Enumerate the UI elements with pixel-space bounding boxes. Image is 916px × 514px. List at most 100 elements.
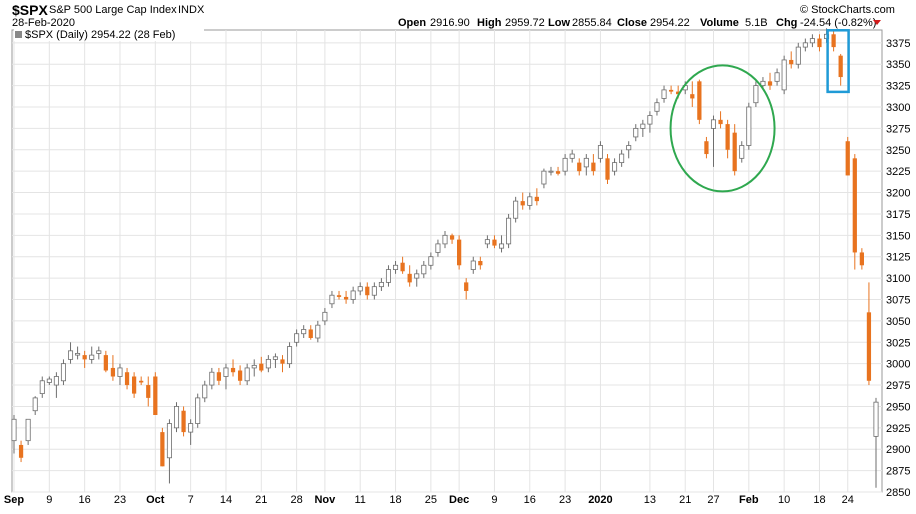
candle-body — [619, 153, 625, 164]
open-label: Open — [398, 17, 426, 29]
candle-body — [223, 367, 229, 377]
x-tick-label: Oct — [146, 494, 165, 506]
candle-body — [343, 296, 349, 300]
y-tick-label: 3300 — [886, 102, 910, 114]
candle-body — [746, 106, 752, 146]
candle-body — [697, 81, 702, 120]
candle-body — [831, 34, 836, 48]
chg-label: Chg — [776, 17, 797, 29]
candle-body — [350, 290, 356, 300]
candle-body — [75, 352, 81, 356]
y-tick-label: 3050 — [886, 316, 910, 328]
x-tick-label: Sep — [4, 494, 24, 506]
candle-body — [753, 85, 759, 104]
candle-body — [795, 46, 801, 65]
candle-body — [690, 94, 695, 99]
y-tick-label: 3200 — [886, 188, 910, 200]
y-tick-label: 3075 — [886, 295, 910, 307]
candle-body — [96, 350, 102, 354]
x-tick-label: 23 — [559, 494, 571, 506]
candle-body — [32, 397, 38, 412]
x-tick-label: 11 — [355, 494, 366, 506]
candle-body — [103, 355, 108, 371]
candle-body — [464, 282, 469, 291]
candle-body — [251, 364, 257, 369]
candle-body — [661, 89, 667, 99]
x-tick-label: 21 — [255, 494, 267, 506]
y-tick-label: 3350 — [886, 59, 910, 71]
candle-body — [195, 397, 201, 424]
candle-body — [68, 350, 74, 360]
x-tick-label: 7 — [188, 494, 194, 506]
y-tick-label: 2850 — [886, 487, 910, 499]
candle-body — [414, 273, 420, 279]
candle-body — [809, 38, 815, 44]
candle-body — [676, 91, 681, 95]
candle-body — [506, 217, 512, 245]
candle-body — [230, 367, 236, 373]
candle-body — [774, 72, 780, 82]
candle-body — [272, 356, 278, 360]
candle-body — [668, 89, 674, 92]
candle-body — [166, 423, 172, 459]
candle-body — [209, 371, 215, 386]
candle-body — [131, 376, 137, 394]
candle-body — [357, 286, 363, 292]
candle-body — [513, 200, 519, 219]
x-tick-label: 27 — [707, 494, 719, 506]
chart-date: 28-Feb-2020 — [12, 17, 75, 29]
exchange: INDX — [178, 4, 205, 16]
candle-body — [852, 158, 857, 253]
candle-body — [704, 141, 709, 155]
candle-body — [301, 329, 307, 335]
y-tick-label: 3225 — [886, 166, 910, 178]
y-tick-label: 2950 — [886, 401, 910, 413]
candle-body — [555, 171, 561, 174]
candle-body — [11, 418, 17, 442]
y-tick-label: 3125 — [886, 252, 910, 264]
candle-body — [428, 256, 434, 266]
candle-body — [534, 196, 539, 202]
x-tick-label: 16 — [524, 494, 536, 506]
candle-body — [153, 376, 158, 415]
candle-body — [265, 358, 271, 369]
candle-body — [789, 59, 794, 65]
plot-area — [11, 29, 883, 493]
candle-body — [577, 162, 582, 172]
chg-value: -24.54 (-0.82%) — [800, 17, 876, 29]
candle-body — [654, 102, 660, 112]
open-value: 2916.90 — [430, 17, 470, 29]
legend-text: $SPX (Daily) 2954.22 (28 Feb) — [25, 29, 175, 41]
candle-body — [541, 170, 547, 185]
candle-body — [378, 281, 384, 288]
candle-body — [329, 294, 335, 305]
high-value: 2959.72 — [505, 17, 545, 29]
legend-swatch-icon — [15, 31, 22, 38]
candle-body — [139, 380, 144, 383]
candle-body — [470, 260, 476, 270]
candle-body — [583, 157, 589, 168]
candle-body — [25, 418, 31, 442]
candle-body — [739, 145, 745, 159]
candle-body — [725, 124, 730, 150]
candle-body — [336, 295, 342, 297]
candle-body — [866, 312, 872, 381]
candle-body — [315, 324, 321, 339]
candle-body — [760, 80, 766, 87]
candle-body — [407, 273, 412, 283]
index-name: S&P 500 Large Cap Index — [49, 4, 177, 16]
candle-body — [802, 42, 808, 48]
candle-body — [612, 162, 618, 172]
candle-body — [89, 354, 95, 360]
candle-body — [449, 235, 455, 240]
low-label: Low — [548, 17, 570, 29]
symbol: $SPX — [12, 2, 48, 18]
x-tick-label: 25 — [425, 494, 437, 506]
candle-body — [520, 201, 525, 206]
x-tick-label: 10 — [778, 494, 790, 506]
x-tick-label: Nov — [314, 494, 336, 506]
candle-body — [421, 264, 427, 275]
candle-body — [308, 329, 313, 338]
